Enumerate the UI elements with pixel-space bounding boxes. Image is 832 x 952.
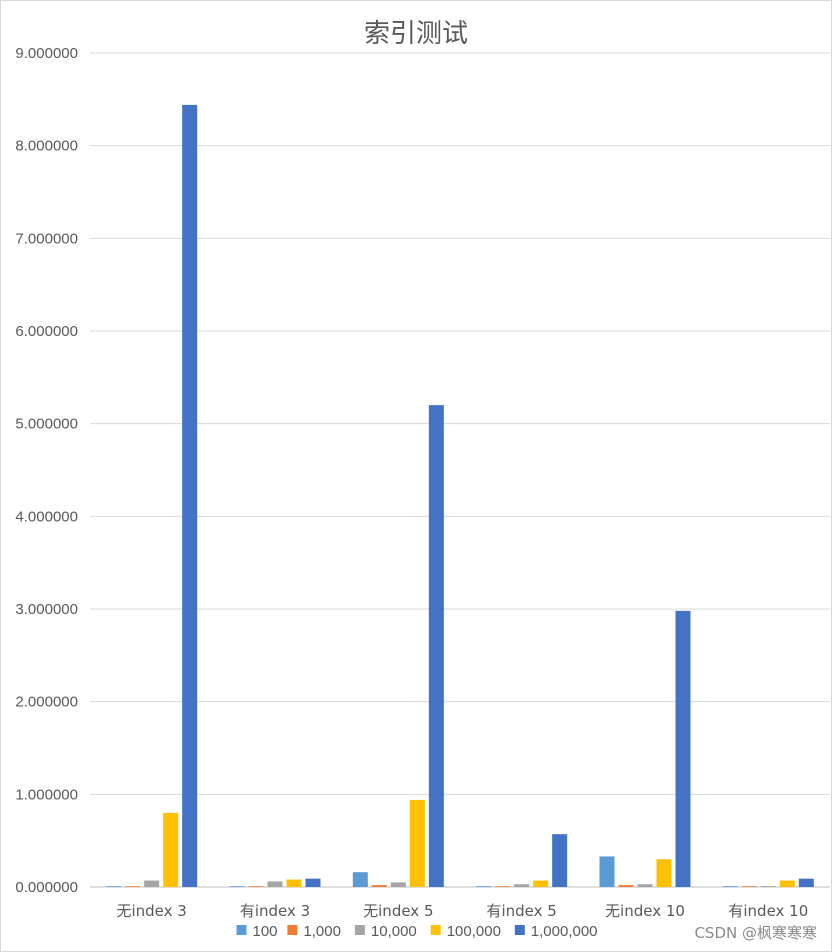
bar-3-1 <box>144 880 160 887</box>
x-category-label: 有index 5 <box>486 902 556 920</box>
x-category-label: 有index 3 <box>240 902 310 920</box>
y-tick-label: 6.000000 <box>15 323 78 340</box>
bar-1-1 <box>106 886 122 887</box>
bar-3-2 <box>267 881 283 887</box>
bar-5-6 <box>798 878 814 887</box>
x-category-label: 无index 5 <box>363 902 433 920</box>
bar-3-6 <box>760 886 776 887</box>
y-tick-label: 5.000000 <box>15 416 78 433</box>
bar-1-3 <box>352 872 368 887</box>
y-tick-label: 9.000000 <box>15 45 78 62</box>
bar-1-6 <box>722 886 738 887</box>
gridlines <box>90 52 830 888</box>
legend: 100 1,000 10,000 100,000 1,000,000 <box>236 923 598 940</box>
bar-2-1 <box>125 886 141 887</box>
x-category-label: 有index 10 <box>728 902 808 920</box>
bar-1-5 <box>599 856 615 887</box>
x-category-label: 无index 3 <box>116 902 186 920</box>
y-tick-label: 1.000000 <box>15 786 78 803</box>
y-tick-label: 0.000000 <box>15 879 78 896</box>
legend-swatch <box>430 925 441 935</box>
bar-2-4 <box>495 886 511 887</box>
legend-swatch <box>354 925 365 935</box>
bar-5-1 <box>182 104 198 888</box>
bar-3-5 <box>637 884 653 887</box>
y-tick-label: 8.000000 <box>15 138 78 155</box>
legend-label: 1,000 <box>303 923 341 940</box>
x-axis: 无index 3 有index 3 无index 5 有index 5 无index 1… <box>116 902 808 920</box>
bar-4-2 <box>286 879 302 887</box>
bar-1-2 <box>229 886 245 887</box>
y-tick-label: 3.000000 <box>15 601 78 618</box>
y-tick-label: 7.000000 <box>15 230 78 247</box>
bar-5-5 <box>675 610 691 887</box>
bar-4-3 <box>409 799 425 887</box>
legend-swatch <box>236 925 247 935</box>
y-axis: 0.000000 1.000000 2.000000 3.000000 4.000000… <box>15 45 78 896</box>
bar-5-3 <box>428 405 444 887</box>
legend-swatch <box>514 925 525 935</box>
legend-swatch <box>287 925 298 935</box>
legend-label: 100 <box>253 923 278 940</box>
bar-2-6 <box>741 886 757 887</box>
legend-label: 10,000 <box>371 923 417 940</box>
bar-5-2 <box>305 878 321 887</box>
bar-3-3 <box>390 882 406 887</box>
legend-label: 100,000 <box>447 923 501 940</box>
x-category-label: 无index 10 <box>605 902 685 920</box>
bar-4-4 <box>533 880 549 887</box>
watermark: CSDN @枫寒寒寒 <box>694 924 817 942</box>
bar-3-4 <box>514 884 530 887</box>
bar-2-3 <box>371 885 387 887</box>
y-tick-label: 2.000000 <box>15 694 78 711</box>
y-tick-label: 4.000000 <box>15 508 78 525</box>
chart-title: 索引测试 <box>364 19 468 49</box>
bar-5-4 <box>552 834 568 887</box>
bar-4-5 <box>656 859 672 887</box>
legend-label: 1,000,000 <box>531 923 598 940</box>
bar-1-4 <box>476 886 492 887</box>
bar-2-5 <box>618 885 634 887</box>
bar-4-1 <box>163 812 179 887</box>
bars <box>106 104 814 888</box>
bar-2-2 <box>248 886 264 887</box>
bar-4-6 <box>779 880 795 887</box>
